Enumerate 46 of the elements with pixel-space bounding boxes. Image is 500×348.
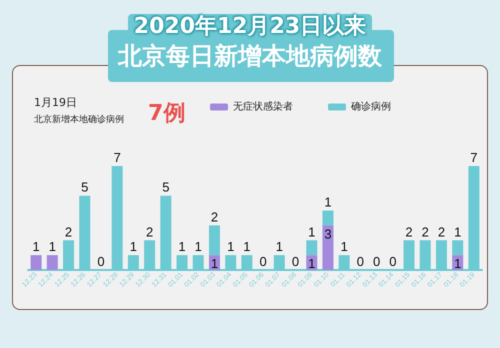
data-label: 3 bbox=[324, 226, 332, 242]
bar bbox=[30, 255, 42, 270]
data-label: 2 bbox=[422, 224, 429, 240]
data-label: 2 bbox=[438, 224, 446, 240]
bar bbox=[46, 255, 58, 270]
data-label: 0 bbox=[356, 254, 364, 269]
data-label: 7 bbox=[114, 150, 121, 165]
data-label: 0 bbox=[97, 254, 105, 269]
data-label: 2 bbox=[146, 224, 154, 240]
data-label: 0 bbox=[389, 254, 396, 269]
data-label: 1 bbox=[454, 224, 462, 240]
data-label: 1 bbox=[178, 239, 186, 254]
data-label: 1 bbox=[243, 239, 251, 254]
bar bbox=[306, 240, 318, 256]
data-label: 1 bbox=[32, 239, 40, 254]
data-label: 1 bbox=[454, 256, 462, 272]
bar bbox=[322, 225, 334, 270]
text: 7例 bbox=[148, 100, 186, 128]
data-label: 5 bbox=[81, 180, 88, 195]
data-label: 1 bbox=[227, 239, 234, 254]
data-label: 1 bbox=[130, 239, 138, 254]
data-label: 0 bbox=[259, 254, 267, 269]
legend-label: 无症状感染者 bbox=[233, 100, 293, 112]
legend-label: 确诊病例 bbox=[350, 100, 391, 112]
data-label: 1 bbox=[194, 239, 202, 254]
data-label: 5 bbox=[162, 180, 170, 195]
data-label: 2 bbox=[210, 209, 218, 224]
data-label: 2 bbox=[64, 224, 72, 240]
data-label: 1 bbox=[210, 256, 218, 272]
bar bbox=[452, 240, 464, 256]
data-label: 1 bbox=[276, 239, 283, 254]
data-label: 1 bbox=[308, 224, 316, 240]
bar bbox=[322, 210, 334, 226]
data-label: 1 bbox=[308, 256, 316, 272]
data-label: 1 bbox=[340, 239, 348, 254]
text: 1月19日 bbox=[34, 95, 77, 110]
chart-subtitle: 北京每日新增本地病例数 bbox=[116, 42, 383, 70]
chart-title: 2020年12月23日以来 bbox=[128, 14, 372, 39]
data-label: 7 bbox=[470, 150, 478, 165]
data-label: 1 bbox=[48, 239, 56, 254]
bar bbox=[208, 225, 220, 256]
data-label: 1 bbox=[324, 194, 332, 210]
data-label: 2 bbox=[405, 224, 413, 240]
data-label: 0 bbox=[292, 254, 300, 269]
data-label: 0 bbox=[372, 254, 380, 269]
text: 北京新增本地确诊病例 bbox=[34, 114, 124, 126]
